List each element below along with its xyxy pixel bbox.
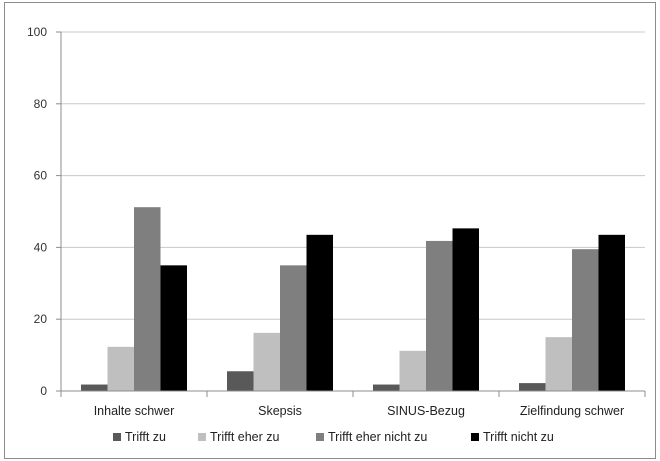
legend-item: Trifft eher nicht zu [316, 430, 427, 444]
y-tick-label: 0 [40, 384, 47, 398]
bar [280, 265, 307, 391]
bar [399, 350, 426, 391]
bar [253, 332, 280, 391]
legend-label: Trifft nicht zu [483, 430, 554, 444]
legend-item: Trifft zu [113, 430, 166, 444]
bar [160, 265, 187, 391]
legend-label: Trifft zu [125, 430, 166, 444]
legend-label: Trifft eher zu [210, 430, 280, 444]
legend-item: Trifft nicht zu [471, 430, 554, 444]
bar [426, 240, 453, 391]
bar [545, 337, 572, 391]
legend-swatch [471, 433, 479, 441]
x-axis-categories: Inhalte schwer Skepsis SINUS-Bezug Zielfind… [94, 404, 624, 418]
bar [107, 346, 134, 391]
bar [373, 384, 400, 391]
legend-item: Trifft eher zu [198, 430, 280, 444]
x-category-label: Inhalte schwer [94, 404, 175, 418]
legend-swatch [198, 433, 206, 441]
bars [81, 207, 625, 391]
bar [598, 234, 625, 391]
bar [227, 371, 254, 391]
x-category-label: SINUS-Bezug [387, 404, 465, 418]
x-category-label: Skepsis [258, 404, 302, 418]
legend: Trifft zu Trifft eher zu Trifft eher nicht… [113, 430, 554, 444]
y-tick-label: 100 [27, 25, 47, 39]
legend-swatch [113, 433, 121, 441]
legend-swatch [316, 433, 324, 441]
legend-label: Trifft eher nicht zu [328, 430, 427, 444]
bar [81, 384, 108, 391]
bar [134, 207, 161, 391]
y-tick-label: 40 [34, 240, 48, 254]
y-tick-label: 20 [34, 312, 48, 326]
y-tick-label: 80 [34, 97, 48, 111]
y-tick-label: 60 [34, 169, 48, 183]
x-category-label: Zielfindung schwer [520, 404, 624, 418]
bar [572, 249, 599, 391]
axes [56, 31, 646, 397]
bar [452, 228, 479, 391]
bar [519, 383, 546, 391]
bar [306, 234, 333, 391]
y-axis-ticks: 0 20 40 60 80 100 [27, 25, 47, 398]
